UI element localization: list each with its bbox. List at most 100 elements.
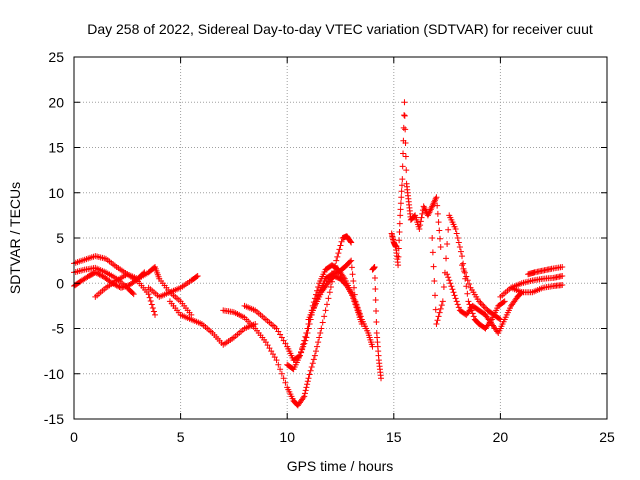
data-point [278, 334, 285, 341]
data-point [395, 262, 402, 269]
data-point [350, 293, 357, 300]
data-point [448, 283, 455, 290]
data-point [434, 210, 441, 217]
data-point [397, 212, 404, 219]
data-point [301, 390, 308, 397]
series-track-j [305, 273, 363, 323]
data-point [327, 284, 334, 291]
data-point [449, 286, 456, 293]
data-point [308, 363, 315, 370]
y-tick-label: -15 [44, 411, 64, 427]
data-point [318, 325, 325, 332]
data-point [430, 263, 437, 270]
data-point [311, 352, 318, 359]
data-point [453, 298, 460, 305]
data-point [465, 298, 472, 305]
data-point [273, 357, 280, 364]
data-point [372, 296, 379, 303]
y-tick-label: 25 [48, 49, 64, 65]
data-point [397, 200, 404, 207]
data-point [402, 126, 409, 133]
data-point [325, 295, 332, 302]
data-point [457, 248, 464, 255]
data-point [378, 375, 385, 382]
data-point [334, 253, 341, 260]
data-point [266, 345, 273, 352]
x-axis-label: GPS time / hours [287, 458, 394, 474]
data-point [559, 263, 566, 270]
series-track-g [220, 233, 355, 409]
data-point [456, 244, 463, 251]
data-point [148, 301, 155, 308]
data-points [71, 99, 566, 409]
data-point [396, 237, 403, 244]
data-point [315, 284, 322, 291]
data-point [351, 296, 358, 303]
data-point [445, 274, 452, 281]
data-point [193, 273, 200, 280]
data-point [323, 301, 330, 308]
data-point [464, 290, 471, 297]
data-point [130, 291, 137, 298]
data-point [437, 244, 444, 251]
series-track-k [369, 263, 385, 382]
data-point [444, 271, 451, 278]
data-point [497, 316, 504, 323]
data-point [277, 366, 284, 373]
data-point [371, 263, 378, 270]
data-point [317, 330, 324, 337]
data-point [354, 305, 361, 312]
data-point [395, 253, 402, 260]
data-point [351, 284, 358, 291]
data-point [464, 277, 471, 284]
data-point [304, 381, 311, 388]
data-point [273, 325, 280, 332]
data-point [275, 328, 282, 335]
data-point [306, 371, 313, 378]
data-point [559, 273, 566, 280]
y-tick-label: 10 [48, 185, 64, 201]
data-point [348, 239, 355, 246]
data-point [373, 308, 380, 315]
data-point [280, 337, 287, 344]
data-point [455, 239, 462, 246]
data-point [275, 361, 282, 368]
data-point [439, 298, 446, 305]
data-point [480, 302, 487, 309]
data-point [416, 225, 423, 232]
data-point [314, 343, 321, 350]
data-point [460, 260, 467, 267]
data-point [147, 298, 154, 305]
series-track-b [71, 264, 137, 298]
data-point [559, 282, 566, 289]
data-point [335, 250, 342, 257]
data-point [349, 271, 356, 278]
series-track-n [444, 271, 525, 337]
data-point [319, 319, 326, 326]
data-point [431, 277, 438, 284]
data-point [470, 313, 477, 320]
data-point [194, 273, 201, 280]
data-point [302, 387, 309, 394]
data-point [459, 253, 466, 260]
data-point [373, 319, 380, 326]
data-point [347, 258, 354, 265]
data-point [466, 281, 473, 288]
data-point [350, 277, 357, 284]
x-tick-label: 0 [70, 429, 78, 445]
x-tick-label: 5 [177, 429, 185, 445]
data-point [429, 249, 436, 256]
data-point [435, 313, 442, 320]
x-tick-label: 20 [493, 429, 509, 445]
data-point [301, 393, 308, 400]
data-point [353, 302, 360, 309]
data-point [371, 274, 378, 281]
y-tick-label: 20 [48, 94, 64, 110]
data-point [277, 331, 284, 338]
data-point [481, 304, 488, 311]
y-tick-labels: -15 -10 -5 0 5 10 15 20 25 [44, 49, 64, 427]
series-track-f [166, 298, 259, 348]
data-point [402, 139, 409, 146]
data-point [501, 298, 508, 305]
data-point [445, 226, 452, 233]
